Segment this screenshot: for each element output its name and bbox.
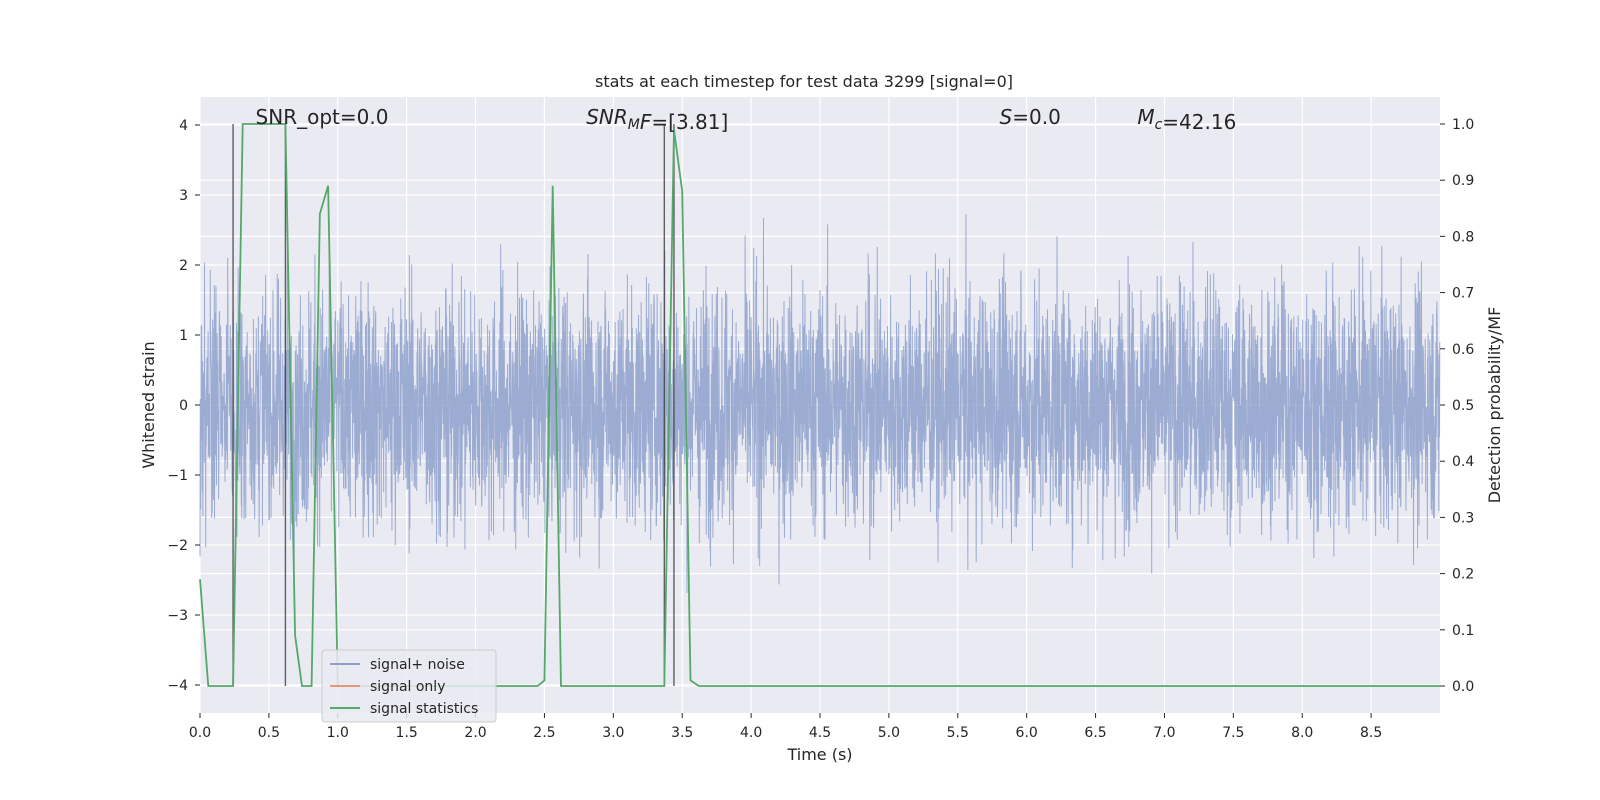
series-line-signal-statistics [199,123,1440,687]
legend: signal+ noise signal only signal statistic… [321,649,497,723]
x-tick-label: 0.5 [258,725,280,741]
x-tick-label: 6.0 [1016,725,1038,741]
x-tick-label: 3.0 [602,725,624,741]
y-tick-label: −1 [167,468,188,484]
y2-tick-label: 0.1 [1452,623,1474,639]
annotation: SNR_opt=0.0 [256,105,389,129]
annotation: SNRMF=[3.81] [586,105,728,134]
annotation: Mc=42.16 [1137,105,1236,134]
x-tick-label: 5.5 [947,725,969,741]
x-tick-label: 1.0 [327,725,349,741]
x-tick-label: 7.0 [1153,725,1175,741]
y2-tick-label: 0.9 [1452,173,1474,189]
y-tick-label: −2 [167,538,188,554]
y2-tick-label: 0.4 [1452,454,1474,470]
y-tick-label: 0 [179,398,188,414]
y2-tick-label: 0.2 [1452,567,1474,583]
y2-tick-label: 0.7 [1452,286,1474,302]
y-tick-label: −4 [167,678,188,694]
x-tick-label: 8.5 [1360,725,1382,741]
x-tick-label: 4.5 [809,725,831,741]
y-tick-label: 2 [179,258,188,274]
y2-tick-label: 1.0 [1452,117,1474,133]
x-tick-label: 2.0 [464,725,486,741]
series-line-signal-noise [199,214,1441,593]
annotations: SNR_opt=0.0 SNRMF=[3.81] S=0.0 Mc=42.16 [256,105,1237,134]
y-axis-ticks: −4 −3 −2 −1 0 1 2 3 4 [167,118,200,694]
chart-title: stats at each timestep for test data 329… [595,72,1013,91]
y2-tick-label: 0.6 [1452,342,1474,358]
y2-axis-ticks: 0.0 0.1 0.2 0.3 0.4 0.5 0.6 0.7 0.8 0.9 1.0 [1440,117,1474,695]
y2-tick-label: 0.8 [1452,229,1474,245]
series-signal-noise [199,214,1441,593]
x-tick-label: 8.0 [1291,725,1313,741]
series-signal-statistics [199,123,1440,687]
y-axis-label: Whitened strain [139,341,158,468]
legend-label: signal only [370,679,445,695]
x-tick-label: 4.0 [740,725,762,741]
vertical-markers [232,123,675,687]
y2-tick-label: 0.3 [1452,510,1474,526]
x-tick-label: 2.5 [533,725,555,741]
legend-label: signal+ noise [370,657,465,673]
legend-box [321,649,497,723]
y2-tick-label: 0.5 [1452,398,1474,414]
y2-axis-label: Detection probability/MF [1485,307,1504,504]
x-tick-label: 7.5 [1222,725,1244,741]
x-tick-label: 0.0 [189,725,211,741]
y-tick-label: −3 [167,608,188,624]
y-tick-label: 1 [179,328,188,344]
y-tick-label: 4 [179,118,188,134]
annotation: S=0.0 [1000,105,1061,129]
x-tick-label: 3.5 [671,725,693,741]
x-axis-ticks: 0.0 0.5 1.0 1.5 2.0 2.5 3.0 3.5 4.0 4.5 5.0 5.5 6.0 6… [189,713,1382,741]
x-tick-label: 5.0 [878,725,900,741]
x-tick-label: 6.5 [1084,725,1106,741]
y-tick-label: 3 [179,188,188,204]
legend-label: signal statistics [370,701,478,717]
x-axis-label: Time (s) [786,745,852,764]
x-tick-label: 1.5 [396,725,418,741]
y2-tick-label: 0.0 [1452,679,1474,695]
